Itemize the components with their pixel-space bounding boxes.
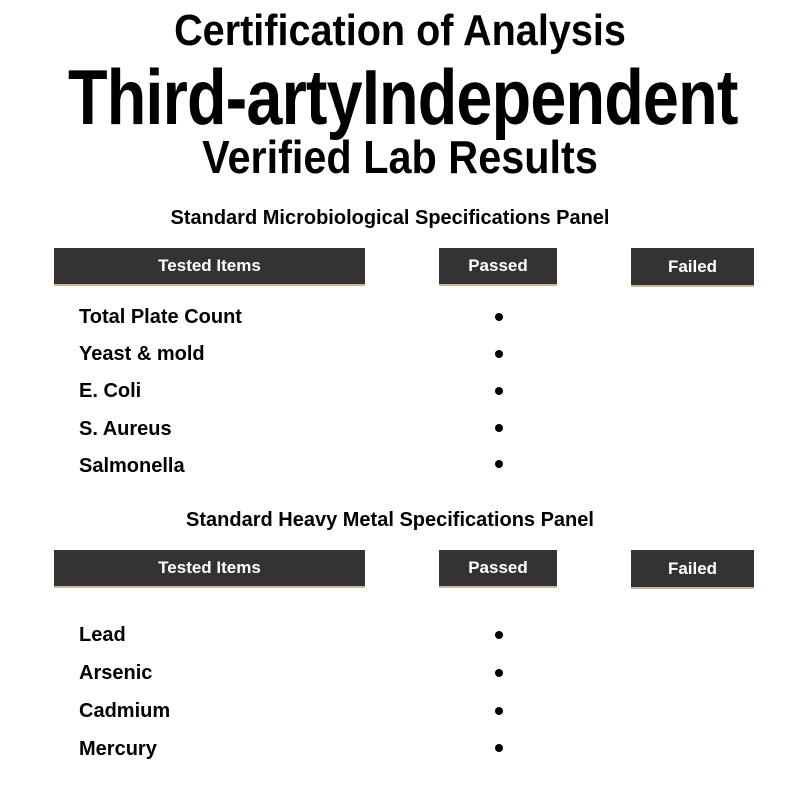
passed-dot-icon <box>495 387 503 395</box>
list-item: Cadmium <box>79 700 171 722</box>
panel-title-heavy-metal: Standard Heavy Metal Specifications Pane… <box>186 509 594 531</box>
passed-dot-icon <box>495 744 503 752</box>
column-header-passed: Passed <box>439 550 557 588</box>
title-third-party: Third-artyIndependent <box>68 53 738 141</box>
column-header-tested-items: Tested Items <box>54 550 365 588</box>
column-header-failed: Failed <box>631 550 754 589</box>
column-header-passed: Passed <box>439 248 557 286</box>
list-item: Mercury <box>79 738 157 760</box>
column-header-failed: Failed <box>631 248 754 287</box>
passed-dot-icon <box>495 669 503 677</box>
panel-title-microbiological: Standard Microbiological Specifications … <box>170 207 610 229</box>
passed-dot-icon <box>495 631 503 639</box>
passed-dot-icon <box>495 424 503 432</box>
passed-dot-icon <box>495 707 503 715</box>
list-item: S. Aureus <box>79 418 172 440</box>
passed-dot-icon <box>495 313 503 321</box>
column-header-tested-items: Tested Items <box>54 248 365 286</box>
list-item: Yeast & mold <box>79 343 205 365</box>
list-item: Total Plate Count <box>79 306 242 328</box>
title-verified: Verified Lab Results <box>202 131 598 183</box>
passed-dot-icon <box>495 350 503 358</box>
list-item: Salmonella <box>79 455 185 477</box>
passed-dot-icon <box>495 460 503 468</box>
list-item: E. Coli <box>79 380 142 402</box>
list-item: Arsenic <box>79 662 153 684</box>
list-item: Lead <box>79 624 126 646</box>
title-certification: Certification of Analysis <box>174 6 626 55</box>
